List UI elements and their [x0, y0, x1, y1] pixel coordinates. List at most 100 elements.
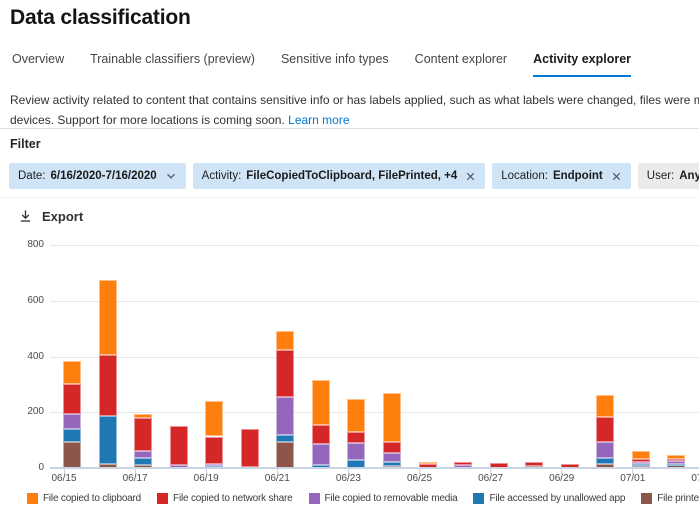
bar-segment — [63, 360, 81, 385]
bar-segment — [134, 451, 153, 459]
x-axis-line — [50, 467, 699, 469]
legend-item-clipboard[interactable]: File copied to clipboard — [27, 493, 141, 504]
bar-segment — [63, 428, 81, 442]
bar-segment — [454, 462, 473, 466]
page-title: Data classification — [10, 6, 191, 29]
bar-segment — [382, 453, 401, 463]
bar-segment — [63, 413, 81, 429]
bar-segment — [98, 355, 117, 417]
y-axis-tick-label: 800 — [27, 239, 44, 250]
bar-segment — [631, 465, 650, 468]
bar-segment — [276, 434, 295, 442]
gridline — [50, 245, 699, 246]
y-axis-tick-label: 400 — [27, 350, 44, 362]
bar-segment — [98, 279, 117, 356]
bar-segment — [205, 436, 224, 465]
bar-segment — [311, 444, 330, 466]
bar-segment — [347, 459, 366, 468]
bar-segment — [667, 464, 686, 467]
filter-pill-location[interactable]: Location: Endpoint — [492, 163, 631, 189]
pill-label: Location: — [501, 170, 548, 182]
legend-swatch — [157, 493, 169, 504]
bar-segment — [134, 465, 153, 468]
close-icon[interactable] — [611, 171, 622, 182]
pill-label: Activity: — [201, 170, 242, 182]
legend-label: File copied to removable media — [324, 493, 458, 504]
bar-segment — [347, 432, 366, 443]
description-line-1: Review activity related to content that … — [10, 93, 699, 107]
pill-value: 6/16/2020-7/16/2020 — [50, 170, 157, 182]
legend-item-removable-media[interactable]: File copied to removable media — [308, 493, 458, 504]
bar-segment — [596, 417, 615, 443]
bar-segment — [667, 458, 686, 461]
filter-pill-user[interactable]: User: Any — [637, 163, 699, 189]
learn-more-link[interactable]: Learn more — [288, 113, 350, 127]
filter-label: Filter — [10, 137, 41, 151]
section-divider — [0, 197, 699, 198]
legend-item-unallowed-app[interactable]: File accessed by unallowed app — [473, 493, 625, 504]
bar-segment — [311, 465, 330, 468]
close-icon[interactable] — [465, 171, 476, 182]
tab-trainable-classifiers[interactable]: Trainable classifiers (preview) — [90, 52, 255, 66]
description-line-2-text: devices. Support for more locations is c… — [10, 113, 285, 127]
bar-segment — [667, 465, 686, 468]
tab-sensitive-info-types[interactable]: Sensitive info types — [280, 52, 389, 66]
download-icon — [18, 209, 33, 224]
bar-segment — [63, 441, 81, 468]
page-description: Review activity related to content that … — [10, 90, 699, 130]
pill-label: User: — [646, 170, 675, 182]
export-label: Export — [42, 209, 84, 224]
pill-label: Date: — [18, 170, 46, 182]
y-axis-tick-label: 0 — [38, 462, 44, 473]
x-axis-tick-label: 06/19 — [193, 473, 219, 484]
legend-swatch — [641, 493, 653, 504]
bar-segment — [347, 398, 366, 433]
bar-segment — [454, 465, 473, 468]
bar-segment — [276, 441, 295, 468]
legend-swatch — [473, 493, 485, 504]
x-axis-tick-mark — [134, 469, 136, 474]
chart-legend: File copied to clipboard File copied to … — [27, 493, 699, 504]
legend-item-printed[interactable]: File printed — [641, 493, 699, 504]
bar-segment — [596, 442, 615, 459]
y-axis-tick-label: 600 — [27, 294, 44, 306]
bar-segment — [596, 464, 615, 468]
bar-segment — [169, 465, 188, 468]
description-line-2: devices. Support for more locations is c… — [10, 110, 699, 130]
bar-segment — [347, 442, 366, 460]
gridline — [50, 356, 699, 358]
bar-segment — [134, 458, 153, 466]
bar-segment — [205, 464, 224, 467]
bar-segment — [134, 417, 153, 452]
bar-segment — [134, 413, 153, 418]
x-axis-tick-label: 07/01 — [620, 473, 646, 484]
pill-value: FileCopiedToClipboard, FilePrinted, +4 — [246, 170, 458, 182]
bar-segment — [382, 465, 401, 468]
y-axis-tick-label: 200 — [27, 406, 44, 418]
filter-pill-row: Date: 6/16/2020-7/16/2020 Activity: File… — [9, 163, 699, 189]
export-button[interactable]: Export — [18, 209, 83, 224]
tab-content-explorer[interactable]: Content explorer — [414, 52, 508, 66]
pill-value: Endpoint — [552, 170, 603, 182]
x-axis-tick-mark — [632, 469, 634, 474]
bar-segment — [382, 442, 401, 454]
chevron-down-icon[interactable] — [165, 170, 177, 182]
tab-activity-explorer[interactable]: Activity explorer — [533, 52, 632, 77]
bar-segment — [631, 461, 650, 464]
x-axis-tick-mark — [419, 469, 420, 474]
x-axis-tick-mark — [347, 469, 349, 474]
tab-overview[interactable]: Overview — [12, 52, 65, 66]
bar-segment — [276, 349, 295, 397]
bar-segment — [631, 459, 650, 462]
filter-pill-activity[interactable]: Activity: FileCopiedToClipboard, FilePri… — [192, 163, 486, 189]
bar-segment — [98, 416, 117, 464]
x-axis-tick-label: 06/23 — [335, 473, 361, 484]
bar-segment — [525, 461, 544, 467]
x-axis-tick-mark — [205, 469, 207, 474]
legend-item-network-share[interactable]: File copied to network share — [157, 493, 293, 504]
x-axis-tick-mark — [490, 469, 492, 474]
filter-pill-date[interactable]: Date: 6/16/2020-7/16/2020 — [9, 163, 186, 189]
x-axis-tick-mark — [63, 469, 65, 474]
legend-swatch — [308, 493, 320, 504]
